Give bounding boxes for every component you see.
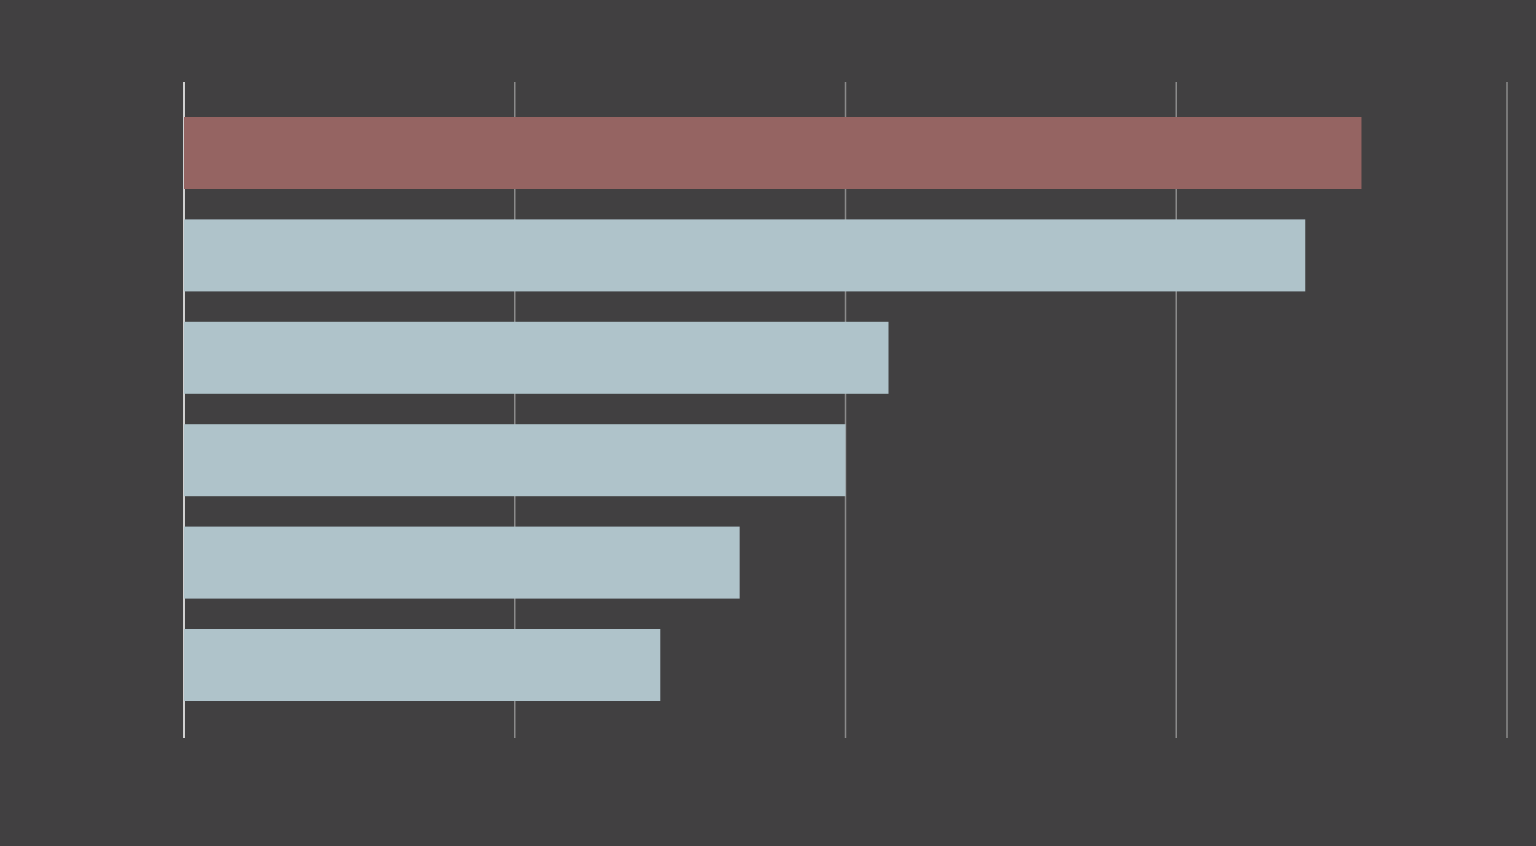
bar bbox=[184, 629, 661, 701]
bar bbox=[184, 117, 1362, 189]
bar bbox=[184, 526, 740, 599]
bar bbox=[184, 321, 889, 394]
bar bbox=[184, 424, 846, 497]
bar bbox=[184, 219, 1306, 292]
